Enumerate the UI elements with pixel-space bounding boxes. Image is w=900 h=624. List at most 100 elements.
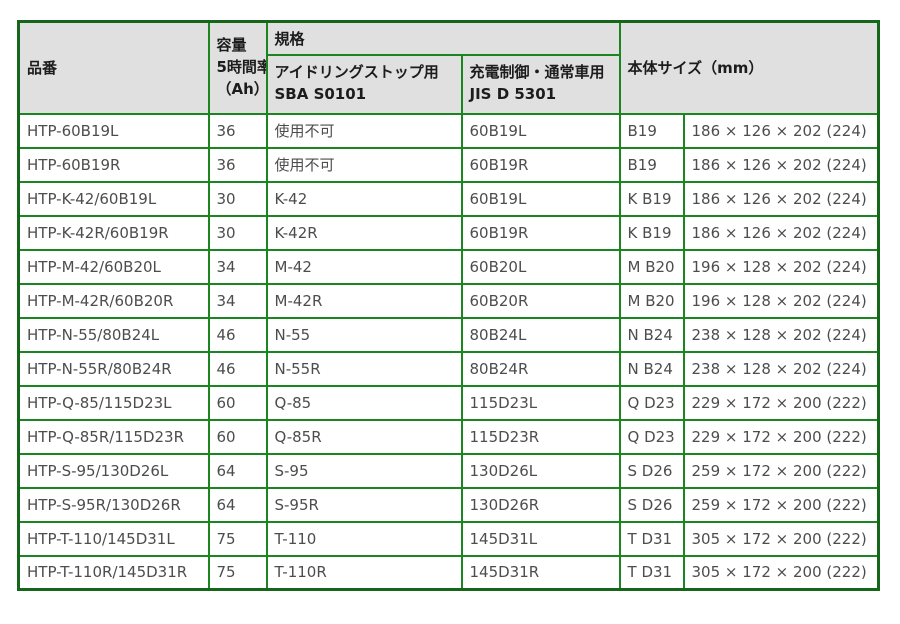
table-row: HTP-T-110R/145D31R 75 T-110R 145D31R T D…	[17, 554, 880, 591]
cell-dimensions: 196 × 128 × 202 (224)	[682, 282, 880, 319]
cell-dimensions: 186 × 126 × 202 (224)	[682, 214, 880, 251]
cell-size-type: N B24	[618, 316, 685, 353]
cell-dimensions: 259 × 172 × 200 (222)	[682, 452, 880, 489]
cell-sba-standard: M-42	[265, 248, 463, 285]
table-row: HTP-S-95R/130D26R 64 S-95R 130D26R S D26…	[17, 486, 880, 523]
idling-stop-header-line1: アイドリングストップ用	[274, 63, 439, 82]
cell-dimensions: 229 × 172 × 200 (222)	[682, 418, 880, 455]
table-row: HTP-K-42R/60B19R 30 K-42R 60B19R K B19 1…	[17, 214, 880, 251]
cell-part-number: HTP-Q-85/115D23L	[17, 384, 210, 421]
capacity-header-line3: （Ah）	[216, 79, 267, 98]
charge-control-header-line1: 充電制御・通常車用	[469, 63, 605, 82]
cell-part-number: HTP-60B19L	[17, 112, 210, 149]
cell-capacity: 34	[207, 282, 268, 319]
cell-size-type: T D31	[618, 554, 685, 591]
cell-jis-standard: 145D31R	[460, 554, 621, 591]
cell-dimensions: 238 × 128 × 202 (224)	[682, 350, 880, 387]
idling-stop-header-line2: SBA S0101	[274, 85, 367, 103]
col-header-standard-group: 規格	[265, 20, 621, 56]
cell-sba-standard: T-110R	[265, 554, 463, 591]
cell-capacity: 64	[207, 452, 268, 489]
cell-dimensions: 186 × 126 × 202 (224)	[682, 146, 880, 183]
table-row: HTP-K-42/60B19L 30 K-42 60B19L K B19 186…	[17, 180, 880, 217]
cell-size-type: B19	[618, 112, 685, 149]
cell-size-type: M B20	[618, 248, 685, 285]
table-body: HTP-60B19L 36 使用不可 60B19L B19 186 × 126 …	[17, 112, 880, 591]
cell-sba-standard: N-55R	[265, 350, 463, 387]
cell-size-type: T D31	[618, 520, 685, 557]
cell-capacity: 46	[207, 350, 268, 387]
cell-sba-standard: N-55	[265, 316, 463, 353]
table-row: HTP-T-110/145D31L 75 T-110 145D31L T D31…	[17, 520, 880, 557]
col-header-charge-control: 充電制御・通常車用 JIS D 5301	[460, 53, 621, 115]
cell-part-number: HTP-T-110R/145D31R	[17, 554, 210, 591]
cell-jis-standard: 80B24L	[460, 316, 621, 353]
table-row: HTP-Q-85/115D23L 60 Q-85 115D23L Q D23 2…	[17, 384, 880, 421]
cell-capacity: 34	[207, 248, 268, 285]
cell-size-type: M B20	[618, 282, 685, 319]
col-header-idling-stop: アイドリングストップ用 SBA S0101	[265, 53, 463, 115]
cell-jis-standard: 115D23L	[460, 384, 621, 421]
cell-jis-standard: 60B19R	[460, 214, 621, 251]
cell-size-type: S D26	[618, 452, 685, 489]
header-row-top: 品番 容量 5時間率 （Ah） 規格 本体サイズ（mm）	[17, 20, 880, 115]
cell-part-number: HTP-K-42/60B19L	[17, 180, 210, 217]
cell-jis-standard: 145D31L	[460, 520, 621, 557]
cell-dimensions: 305 × 172 × 200 (222)	[682, 554, 880, 591]
table-row: HTP-M-42/60B20L 34 M-42 60B20L M B20 196…	[17, 248, 880, 285]
capacity-header-line1: 容量	[216, 36, 247, 55]
cell-size-type: B19	[618, 146, 685, 183]
col-header-body-size: 本体サイズ（mm）	[618, 20, 880, 115]
cell-part-number: HTP-Q-85R/115D23R	[17, 418, 210, 455]
cell-sba-standard: K-42	[265, 180, 463, 217]
cell-capacity: 46	[207, 316, 268, 353]
cell-size-type: N B24	[618, 350, 685, 387]
cell-capacity: 60	[207, 418, 268, 455]
cell-jis-standard: 60B19R	[460, 146, 621, 183]
cell-sba-standard: Q-85R	[265, 418, 463, 455]
cell-capacity: 30	[207, 180, 268, 217]
col-header-capacity: 容量 5時間率 （Ah）	[207, 20, 268, 115]
cell-capacity: 64	[207, 486, 268, 523]
capacity-header-line2: 5時間率	[216, 57, 267, 76]
cell-dimensions: 238 × 128 × 202 (224)	[682, 316, 880, 353]
cell-jis-standard: 115D23R	[460, 418, 621, 455]
cell-dimensions: 186 × 126 × 202 (224)	[682, 112, 880, 149]
col-header-part-number: 品番	[17, 20, 210, 115]
cell-jis-standard: 80B24R	[460, 350, 621, 387]
cell-part-number: HTP-T-110/145D31L	[17, 520, 210, 557]
cell-sba-standard: T-110	[265, 520, 463, 557]
cell-sba-standard: K-42R	[265, 214, 463, 251]
cell-capacity: 75	[207, 520, 268, 557]
cell-size-type: S D26	[618, 486, 685, 523]
cell-size-type: Q D23	[618, 418, 685, 455]
cell-capacity: 75	[207, 554, 268, 591]
table-row: HTP-60B19L 36 使用不可 60B19L B19 186 × 126 …	[17, 112, 880, 149]
cell-sba-standard: 使用不可	[265, 112, 463, 149]
cell-jis-standard: 130D26R	[460, 486, 621, 523]
charge-control-header-line2: JIS D 5301	[469, 85, 557, 103]
table-row: HTP-Q-85R/115D23R 60 Q-85R 115D23R Q D23…	[17, 418, 880, 455]
table-row: HTP-N-55/80B24L 46 N-55 80B24L N B24 238…	[17, 316, 880, 353]
cell-size-type: Q D23	[618, 384, 685, 421]
cell-part-number: HTP-60B19R	[17, 146, 210, 183]
table-row: HTP-M-42R/60B20R 34 M-42R 60B20R M B20 1…	[17, 282, 880, 319]
cell-jis-standard: 60B19L	[460, 180, 621, 217]
cell-jis-standard: 60B20L	[460, 248, 621, 285]
cell-capacity: 36	[207, 112, 268, 149]
table-row: HTP-60B19R 36 使用不可 60B19R B19 186 × 126 …	[17, 146, 880, 183]
cell-sba-standard: Q-85	[265, 384, 463, 421]
header-row-sub: アイドリングストップ用 SBA S0101 充電制御・通常車用 JIS D 53…	[19, 53, 879, 115]
cell-sba-standard: S-95R	[265, 486, 463, 523]
cell-dimensions: 196 × 128 × 202 (224)	[682, 248, 880, 285]
cell-part-number: HTP-N-55/80B24L	[17, 316, 210, 353]
cell-capacity: 36	[207, 146, 268, 183]
battery-spec-table: 品番 容量 5時間率 （Ah） 規格 本体サイズ（mm） アイドリングストップ用…	[17, 20, 881, 591]
cell-jis-standard: 60B19L	[460, 112, 621, 149]
cell-part-number: HTP-K-42R/60B19R	[17, 214, 210, 251]
table-row: HTP-N-55R/80B24R 46 N-55R 80B24R N B24 2…	[17, 350, 880, 387]
cell-jis-standard: 130D26L	[460, 452, 621, 489]
cell-sba-standard: 使用不可	[265, 146, 463, 183]
cell-capacity: 60	[207, 384, 268, 421]
